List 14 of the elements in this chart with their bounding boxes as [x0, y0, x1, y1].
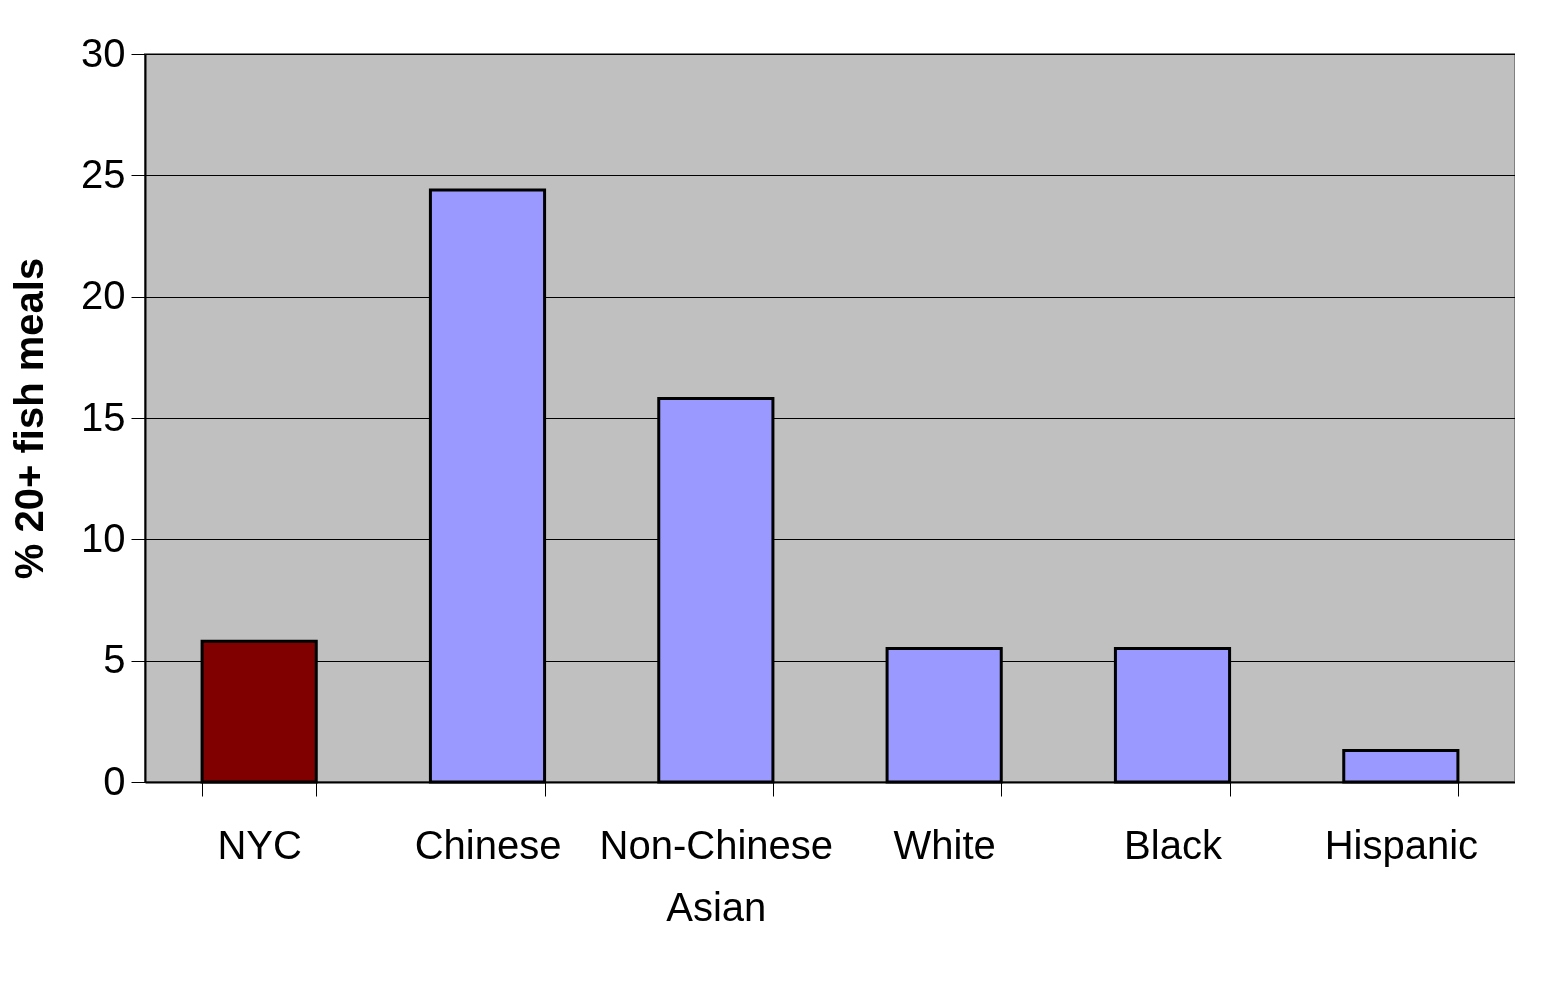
y-tick-label: 15: [81, 394, 126, 439]
y-tick-label: 20: [81, 273, 126, 318]
y-tick-label: 10: [81, 515, 126, 560]
y-tick-label: 0: [103, 758, 126, 803]
x-tick-label: White: [893, 822, 996, 867]
x-tick-label: Hispanic: [1324, 822, 1479, 867]
y-tick-label: 25: [81, 151, 126, 196]
x-tick-label: Chinese: [414, 822, 562, 867]
y-tick-label: 30: [81, 30, 126, 75]
x-tick-label: Black: [1124, 822, 1223, 867]
x-tick-label: NYC: [217, 822, 302, 867]
y-tick-label: 5: [103, 637, 126, 682]
x-tick-label: Non-Chinese Asian: [599, 822, 834, 929]
y-axis-title: % 20+ fish meals: [7, 257, 52, 580]
